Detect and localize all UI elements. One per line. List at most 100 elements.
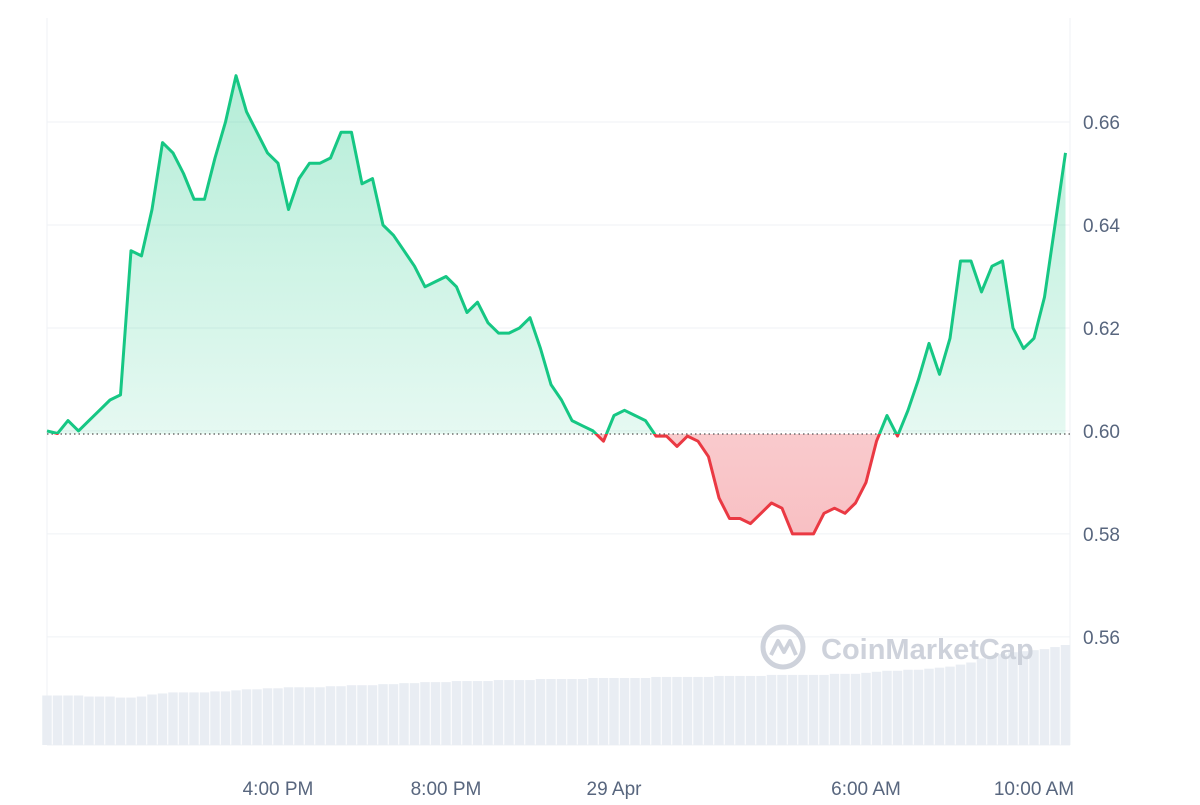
volume-bar <box>441 682 451 745</box>
volume-bar <box>829 673 840 745</box>
volume-bar <box>514 680 525 745</box>
volume-bar <box>1008 652 1018 745</box>
volume-bar <box>588 677 598 745</box>
volume-bar <box>472 681 483 745</box>
volume-bar <box>367 685 378 745</box>
volume-bar <box>924 668 934 745</box>
watermark-logo-mark <box>769 639 798 656</box>
volume-bar <box>672 676 682 745</box>
volume-bar <box>871 671 882 745</box>
area-up <box>47 75 1066 435</box>
volume-bar <box>252 689 262 745</box>
watermark: CoinMarketCap <box>760 624 1034 670</box>
volume-bar <box>357 685 367 745</box>
volume-bar <box>609 677 619 745</box>
volume-bar <box>693 676 703 745</box>
x-tick-label: 29 Apr <box>587 779 643 800</box>
volume-bar <box>1050 647 1060 745</box>
volume-bar <box>640 677 651 745</box>
volume-bar <box>535 679 546 745</box>
volume-bar <box>777 674 787 745</box>
volume-bar <box>136 696 147 745</box>
volume-bar <box>451 681 462 745</box>
y-tick-label: 0.64 <box>1083 216 1120 237</box>
volume-bar <box>819 674 829 745</box>
volume-bar <box>73 695 84 745</box>
volume-bar <box>420 682 430 745</box>
y-tick-label: 0.58 <box>1083 525 1120 546</box>
x-tick-label: 8:00 PM <box>411 779 482 800</box>
volume-bar <box>546 679 556 745</box>
volume-bar <box>504 680 514 745</box>
watermark-logo <box>760 624 806 670</box>
volume-bar <box>105 696 115 745</box>
volume-bar <box>756 675 766 745</box>
volume-bar <box>262 688 273 745</box>
volume-bar <box>273 688 283 745</box>
volume-bar <box>567 679 577 745</box>
price-line-up <box>46 74 1067 435</box>
volume-bar <box>157 693 168 745</box>
volume-bar <box>766 674 777 745</box>
volume-bar <box>304 687 315 745</box>
volume-bar <box>661 676 672 745</box>
volume-bar <box>945 666 955 745</box>
volume-bar <box>598 677 609 745</box>
volume-bar <box>168 692 178 745</box>
volume-bar <box>913 669 924 745</box>
area-down <box>596 434 899 534</box>
volume-bar <box>724 675 735 745</box>
volume-bar <box>966 662 976 745</box>
volume-bar <box>987 656 997 745</box>
volume-bar <box>325 686 336 745</box>
volume-bar <box>147 694 157 745</box>
volume-bar <box>630 677 640 745</box>
volume-bar <box>430 682 441 745</box>
volume-bar <box>787 674 798 745</box>
volume-bar <box>714 675 724 745</box>
volume-bar <box>126 697 136 745</box>
volume-bar <box>1029 650 1039 745</box>
volume-bar <box>525 680 535 745</box>
volume-bar <box>1039 649 1050 745</box>
x-tick-label: 4:00 PM <box>243 779 314 800</box>
volume-bar <box>682 676 693 745</box>
volume-bar <box>388 684 399 745</box>
volume-bar <box>619 677 630 745</box>
y-tick-label: 0.56 <box>1083 628 1120 649</box>
volume-bar <box>651 676 661 745</box>
y-tick-label: 0.66 <box>1083 113 1120 134</box>
volume-bar <box>703 676 714 745</box>
volume-bar <box>189 692 199 745</box>
volume-bar <box>850 673 861 745</box>
volume-bar <box>840 673 850 745</box>
volume-bar <box>231 690 241 745</box>
volume-bar <box>315 687 325 745</box>
volume-bar <box>903 669 913 745</box>
volume-bar <box>294 687 304 745</box>
volume-bar <box>241 689 252 745</box>
volume-bar <box>892 670 903 745</box>
volume-bar <box>399 683 409 745</box>
volume-bar <box>94 696 105 745</box>
volume-bar <box>493 680 504 745</box>
volume-bar <box>577 679 588 745</box>
volume-bar <box>861 672 871 745</box>
volume-bar <box>462 681 472 745</box>
volume-bar <box>210 691 220 745</box>
volume-bar <box>52 695 63 745</box>
volume-bar <box>483 681 493 745</box>
volume-bar <box>42 695 52 745</box>
volume-bar <box>798 674 808 745</box>
volume-bar <box>378 684 388 745</box>
volume-bar <box>745 675 756 745</box>
x-tick-label: 10:00 AM <box>994 779 1074 800</box>
watermark-text: CoinMarketCap <box>821 634 1034 666</box>
volume-bar <box>955 664 966 745</box>
volume-bar <box>409 683 420 745</box>
volume-bar <box>934 667 945 745</box>
volume-bar <box>556 679 567 745</box>
volume-bar <box>1018 651 1029 745</box>
volume-bar <box>199 692 210 745</box>
